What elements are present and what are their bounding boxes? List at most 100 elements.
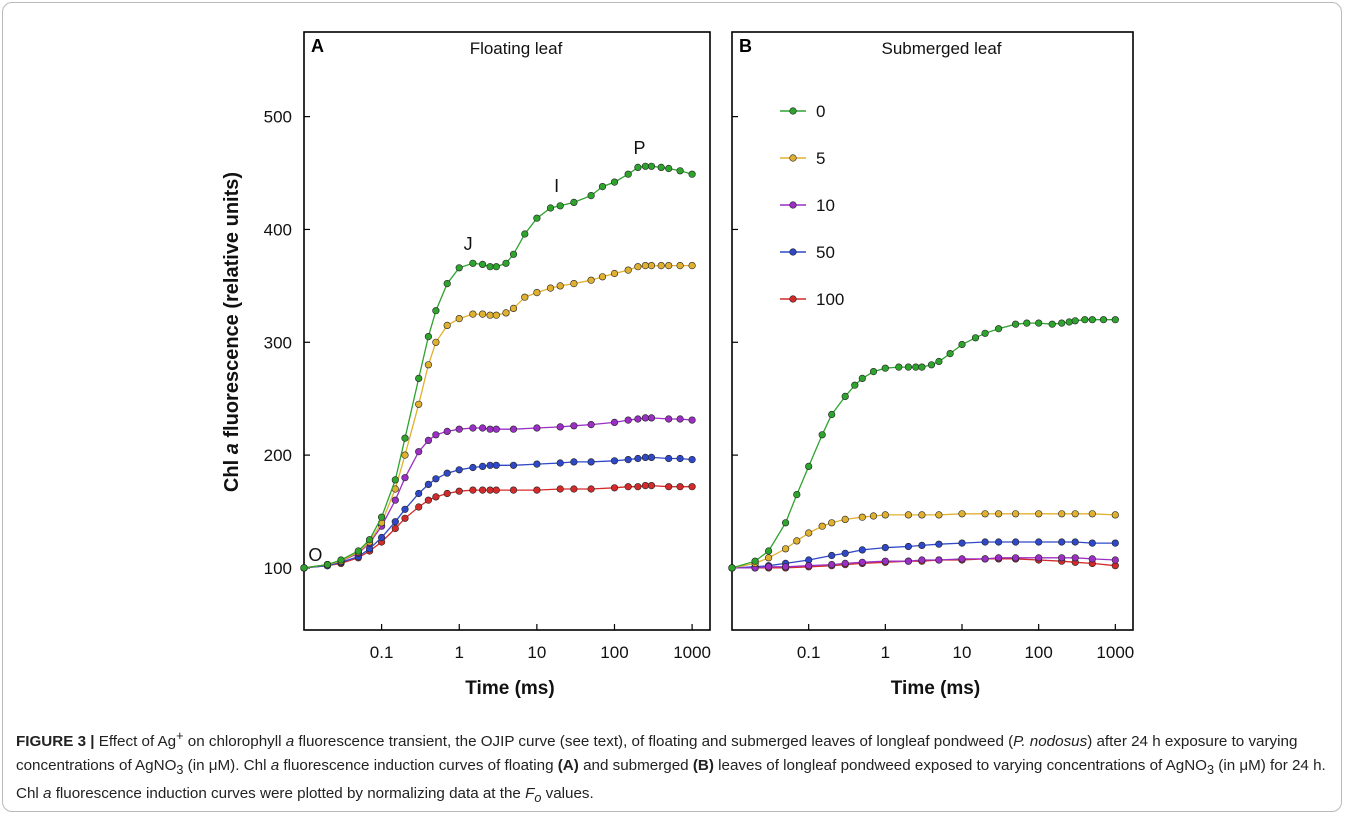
data-point — [610, 178, 619, 186]
annotation-I: I — [554, 176, 559, 196]
data-point — [1023, 319, 1031, 327]
data-point — [657, 163, 665, 171]
legend-marker-100 — [789, 295, 797, 303]
data-point — [624, 483, 632, 491]
data-point — [793, 537, 801, 545]
data-point — [805, 529, 813, 537]
data-point — [994, 538, 1003, 546]
data-point — [1058, 538, 1066, 546]
data-point — [641, 262, 650, 270]
data-point — [610, 418, 619, 427]
data-point — [401, 514, 409, 522]
data-point — [869, 368, 878, 376]
data-point — [624, 416, 632, 424]
data-point — [1011, 554, 1020, 562]
data-point — [391, 496, 399, 504]
data-point — [415, 400, 423, 408]
data-point — [958, 555, 966, 563]
data-point — [881, 557, 889, 565]
data-point — [904, 511, 913, 519]
data-point — [918, 363, 926, 371]
data-point — [1071, 317, 1079, 325]
data-point — [391, 518, 399, 526]
data-point — [665, 164, 673, 173]
panel-a: 0.1 1 10 100 1000 100 200 300 400 500 A Floating le… — [264, 31, 711, 699]
x-tick-label: 1 — [455, 643, 464, 662]
data-point — [486, 461, 494, 469]
data-point — [904, 542, 913, 551]
data-point — [509, 486, 518, 494]
data-point — [492, 263, 500, 271]
data-point — [556, 459, 564, 467]
data-point — [479, 462, 487, 471]
data-point — [479, 424, 487, 432]
data-point — [533, 460, 541, 468]
data-point — [598, 273, 607, 281]
data-point — [1088, 316, 1096, 324]
data-point — [981, 555, 989, 563]
data-point — [509, 250, 518, 258]
data-point — [521, 293, 529, 301]
data-point — [455, 425, 463, 433]
data-point — [1035, 538, 1043, 546]
data-point — [828, 551, 836, 560]
series-0 — [300, 162, 696, 572]
data-point — [432, 475, 440, 483]
data-point — [935, 357, 943, 366]
series-5 — [300, 262, 696, 572]
data-point — [1071, 538, 1079, 546]
data-point — [858, 558, 866, 566]
data-point — [918, 556, 926, 564]
data-point — [881, 511, 889, 519]
data-point — [935, 540, 943, 548]
data-point — [469, 310, 477, 318]
data-point — [587, 421, 595, 429]
data-point — [486, 311, 494, 319]
data-point — [624, 456, 632, 464]
data-point — [981, 329, 989, 337]
series-line-0 — [303, 165, 693, 569]
x-tick-label: 100 — [600, 643, 628, 662]
data-point — [904, 363, 913, 371]
data-point — [851, 381, 859, 389]
data-point — [300, 564, 308, 572]
data-point — [764, 547, 773, 555]
data-point — [688, 170, 696, 178]
data-point — [415, 448, 423, 456]
data-point — [570, 198, 578, 206]
x-tick-label: 1000 — [1096, 643, 1134, 662]
data-point — [781, 519, 790, 527]
data-point — [556, 282, 564, 290]
data-point — [1088, 510, 1096, 518]
data-point — [533, 424, 541, 432]
y-tick-label: 100 — [264, 559, 292, 578]
data-point — [469, 463, 477, 472]
data-point — [994, 510, 1003, 518]
panel-label: A — [311, 36, 324, 56]
data-point — [805, 462, 813, 471]
figure-caption: FIGURE 3 | Effect of Ag+ on chlorophyll … — [16, 729, 1326, 806]
data-point — [657, 262, 665, 270]
data-point — [378, 533, 386, 542]
data-point — [570, 458, 578, 466]
data-point — [647, 482, 656, 490]
data-point — [935, 511, 943, 519]
y-tick-label: 300 — [264, 333, 292, 352]
data-point — [443, 427, 451, 436]
data-point — [587, 192, 595, 200]
data-point — [492, 311, 500, 319]
data-point — [828, 410, 836, 419]
data-point — [533, 289, 541, 297]
data-point — [869, 512, 878, 520]
data-point — [647, 414, 656, 422]
data-point — [1035, 554, 1043, 562]
data-point — [502, 259, 510, 267]
data-point — [958, 510, 966, 518]
data-point — [378, 513, 386, 521]
data-point — [391, 476, 399, 484]
data-point — [688, 262, 696, 270]
data-point — [587, 485, 595, 493]
data-point — [432, 307, 440, 315]
data-point — [424, 480, 433, 489]
